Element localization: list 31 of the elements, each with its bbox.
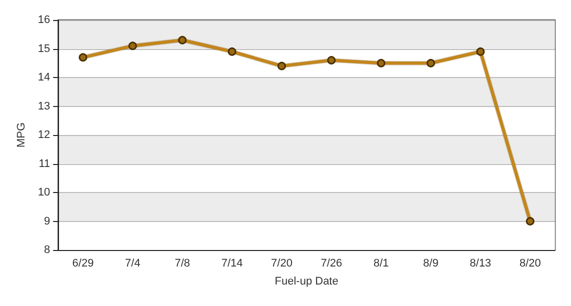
point: [376, 58, 386, 68]
x-tick-label: 7/20: [271, 258, 292, 270]
point: [327, 56, 336, 64]
y-tick-label: 10: [38, 186, 50, 198]
x-tick-label: 8/9: [423, 258, 438, 270]
x-tick-label: 8/1: [373, 258, 389, 270]
point: [277, 62, 286, 70]
x-tick-label: 8/20: [519, 258, 541, 270]
point: [228, 47, 236, 56]
y-tick-label: 11: [38, 158, 50, 170]
x-tick-label: 7/26: [320, 258, 342, 270]
x-tick-label: 7/14: [221, 258, 243, 270]
y-tick-label: 12: [38, 129, 50, 141]
x-tick-label: 6/29: [72, 258, 94, 270]
point: [78, 53, 88, 62]
point: [526, 217, 534, 226]
x-axis-title: Fuel-up Date: [274, 276, 338, 288]
x-tick-label: 8/13: [470, 258, 492, 270]
y-tick-label: 15: [38, 42, 50, 55]
x-tick-label: 7/8: [174, 258, 190, 270]
y-tick-label: 8: [44, 244, 50, 256]
y-tick-label: 14: [38, 72, 50, 84]
y-axis-title: MPG: [16, 122, 28, 148]
y-tick-label: 16: [38, 14, 50, 26]
x-tick-label: 7/4: [125, 258, 140, 270]
y-tick-label: 13: [38, 100, 50, 112]
point: [178, 36, 187, 44]
point: [128, 42, 137, 50]
point: [426, 58, 436, 68]
point: [476, 47, 485, 56]
y-tick-label: 9: [44, 215, 50, 228]
